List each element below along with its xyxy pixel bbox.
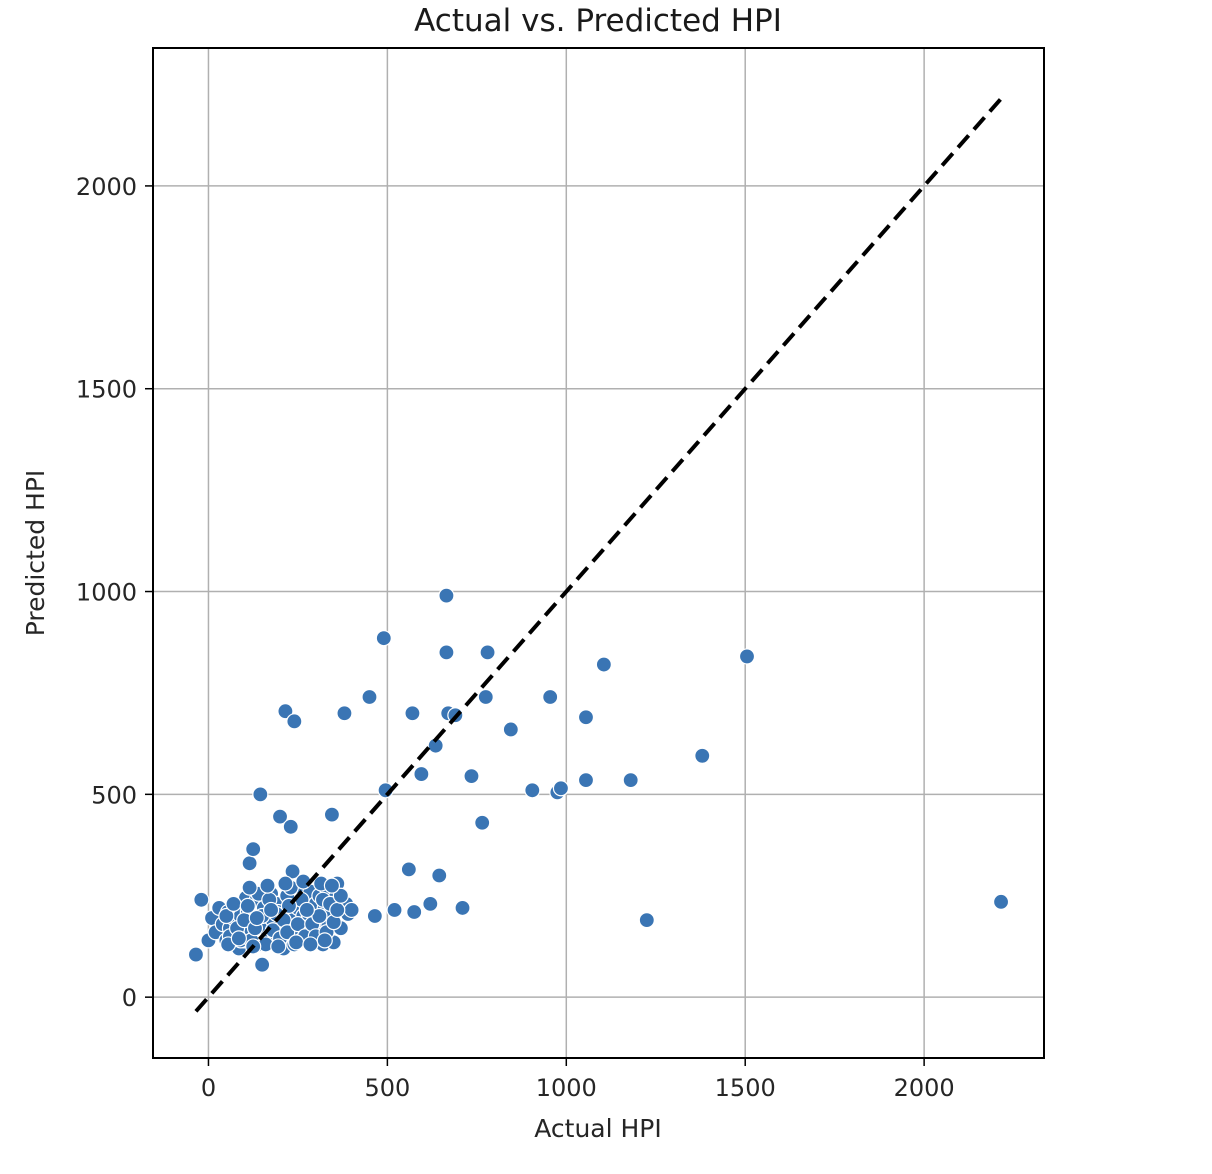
data-points [187, 587, 1010, 973]
data-point [400, 861, 417, 878]
data-point [422, 895, 439, 912]
plot-frame [152, 47, 1045, 1059]
data-point [262, 901, 280, 919]
data-point [271, 808, 289, 825]
data-point [329, 901, 346, 919]
data-point [406, 903, 423, 921]
data-point [302, 936, 319, 953]
data-point [386, 901, 403, 919]
data-point [286, 713, 303, 730]
grid-lines [153, 48, 1044, 1058]
data-point [404, 705, 421, 722]
y-tick-label: 500 [91, 781, 137, 809]
data-point [502, 721, 519, 738]
data-point [193, 891, 210, 908]
data-point [252, 786, 269, 803]
data-point [477, 688, 494, 706]
y-tick-label: 1000 [76, 579, 137, 607]
y-axis-ticks: 0 500 1000 1500 2000 [76, 173, 153, 1012]
data-point [413, 765, 430, 783]
y-tick-label: 0 [122, 984, 137, 1012]
data-point [524, 782, 541, 799]
data-point [241, 855, 258, 872]
data-point [270, 938, 287, 955]
data-point [595, 656, 612, 673]
data-point [622, 772, 639, 789]
data-point [323, 877, 341, 894]
data-point [245, 841, 262, 858]
data-point [992, 893, 1010, 910]
data-point [277, 875, 294, 892]
data-point [738, 648, 756, 665]
data-point [438, 587, 455, 604]
data-point [323, 806, 341, 823]
data-point [279, 924, 296, 941]
x-axis-label: Actual HPI [534, 1114, 662, 1143]
data-point [288, 934, 305, 951]
data-point [438, 644, 455, 661]
data-point [552, 780, 570, 797]
chart-title: Actual vs. Predicted HPI [414, 3, 782, 39]
data-point [239, 897, 256, 914]
y-tick-label: 2000 [76, 173, 137, 201]
data-point [375, 630, 392, 647]
data-point [254, 956, 271, 973]
x-tick-label: 1500 [715, 1074, 776, 1102]
data-point [336, 705, 353, 722]
x-tick-label: 2000 [894, 1074, 955, 1102]
y-axis-label: Predicted HPI [21, 470, 50, 637]
data-point [454, 899, 471, 917]
data-point [187, 946, 205, 963]
data-point [479, 644, 496, 661]
data-point [474, 814, 491, 831]
data-point [277, 703, 294, 720]
data-point [343, 901, 360, 919]
data-point [542, 688, 559, 706]
data-point [431, 867, 448, 884]
x-tick-label: 1000 [536, 1074, 597, 1102]
data-point [638, 911, 655, 929]
data-point [577, 709, 595, 726]
y-tick-label: 1500 [76, 376, 137, 404]
data-point [361, 688, 378, 706]
data-point [259, 877, 276, 894]
data-point [316, 932, 333, 949]
data-point [230, 930, 247, 947]
x-axis-ticks: 0 500 1000 1500 2000 [201, 1058, 955, 1102]
data-point [218, 907, 235, 925]
data-point [366, 907, 383, 925]
data-point [577, 772, 595, 789]
data-point [463, 767, 480, 785]
data-point [225, 895, 242, 912]
data-point [694, 747, 711, 764]
data-point [284, 863, 301, 880]
x-tick-label: 500 [364, 1074, 410, 1102]
data-point [282, 818, 299, 835]
data-point [241, 879, 258, 896]
data-point [298, 901, 315, 919]
data-point [248, 909, 265, 927]
identity-reference-line [194, 95, 1005, 1013]
x-tick-label: 0 [201, 1074, 216, 1102]
data-point [332, 887, 349, 904]
